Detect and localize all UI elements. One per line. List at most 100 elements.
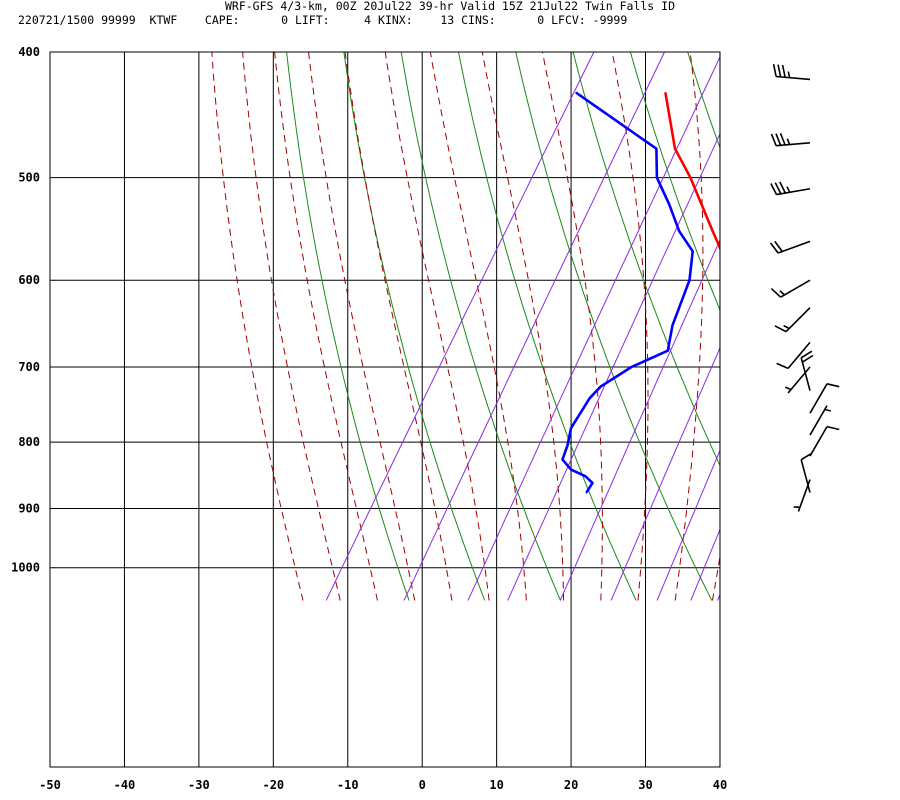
- wind-barb-half-flag: [824, 408, 831, 412]
- sounding-point: [802, 420, 804, 422]
- wind-barb-shaft: [797, 479, 811, 512]
- wind-barb-full-flag: [826, 425, 840, 431]
- wind-barb-full-flag: [770, 133, 777, 146]
- sounding-point: [783, 492, 785, 494]
- wind-barb: [784, 366, 811, 394]
- wind-barb-full-flag: [826, 383, 840, 388]
- mixing-ratio-line: [656, 449, 720, 601]
- mixing-ratio-line: [507, 132, 720, 601]
- wind-barb-full-flag: [800, 350, 813, 359]
- moist-adiabat: [274, 52, 378, 601]
- x-tick-label: 10: [489, 778, 503, 792]
- mixing-ratio-line: [776, 23, 900, 600]
- y-tick-label: 1000: [11, 561, 40, 575]
- wind-barb-full-flag: [777, 64, 782, 78]
- dry-adiabat: [515, 52, 713, 601]
- sounding-line: [561, 91, 695, 494]
- sounding-point: [733, 279, 735, 281]
- wind-barb-shaft: [787, 366, 811, 394]
- sounding-point: [790, 469, 792, 471]
- sounding-line: [664, 92, 720, 252]
- sounding-point: [584, 475, 587, 478]
- x-tick-label: 20: [564, 778, 578, 792]
- wind-barb: [809, 425, 840, 457]
- sounding-traces: [561, 91, 804, 494]
- x-tick-label: -30: [188, 778, 210, 792]
- sounding-point: [585, 491, 588, 494]
- wind-barb-full-flag: [776, 362, 789, 370]
- isotherm-grid: [50, 52, 720, 767]
- wind-barb-shaft: [780, 279, 811, 298]
- x-tick-label: 40: [713, 778, 727, 792]
- moist-adiabat: [541, 52, 603, 601]
- wind-barb-half-flag: [786, 186, 791, 193]
- x-tick-label: -50: [39, 778, 61, 792]
- wind-barb-half-flag: [779, 290, 786, 296]
- y-tick-label: 500: [18, 171, 40, 185]
- dry-adiabat: [629, 52, 720, 312]
- wind-barb-full-flag: [774, 240, 783, 252]
- sounding-point: [678, 230, 680, 232]
- wind-barb: [776, 341, 811, 370]
- x-tick-label: -10: [337, 778, 359, 792]
- wind-barb-shaft: [800, 357, 811, 391]
- wind-barb: [793, 479, 811, 512]
- wind-barb-shaft: [809, 426, 828, 457]
- sounding-point: [671, 324, 674, 327]
- wind-barb-shaft: [777, 240, 811, 254]
- wind-barb-full-flag: [779, 181, 787, 194]
- y-tick-label: 900: [18, 501, 40, 515]
- wind-barb-full-flag: [770, 288, 782, 298]
- x-tick-label: -20: [262, 778, 284, 792]
- dry-adiabat: [286, 52, 410, 601]
- wind-barb-shaft: [800, 459, 811, 493]
- wind-barb: [809, 405, 831, 436]
- sounding-point: [561, 458, 564, 461]
- wind-barb-shaft: [785, 307, 811, 333]
- sounding-point: [674, 147, 676, 150]
- moist-adiabat: [307, 52, 416, 601]
- sounding-point: [785, 482, 787, 484]
- wind-barb-full-flag: [779, 133, 786, 146]
- sounding-point: [599, 385, 602, 388]
- sounding-point: [570, 468, 572, 471]
- sounding-point: [566, 444, 569, 447]
- wind-barb-full-flag: [774, 182, 782, 195]
- wind-barb: [770, 181, 811, 196]
- wind-barb-full-flag: [801, 354, 814, 363]
- wind-barb: [809, 383, 840, 414]
- wind-barb-shaft: [776, 187, 811, 196]
- dry-adiabat: [792, 23, 900, 600]
- wind-barb-shaft: [776, 75, 811, 81]
- wind-barb: [772, 64, 811, 81]
- wind-barb-full-flag: [781, 64, 786, 78]
- moist-adiabat: [711, 554, 720, 601]
- mixing-ratio-line: [610, 346, 720, 601]
- moist-adiabat: [481, 52, 565, 601]
- wind-barb-full-flag: [770, 183, 778, 195]
- y-tick-label: 700: [18, 360, 40, 374]
- sounding-point: [656, 176, 658, 179]
- dry-adiabat: [457, 52, 637, 601]
- x-tick-label: 0: [419, 778, 426, 792]
- wind-barb-half-flag: [783, 324, 790, 330]
- moist-adiabat: [787, 23, 900, 600]
- sounding-point: [630, 366, 633, 368]
- wind-barb-shaft: [776, 141, 811, 147]
- dry-adiabat: [735, 23, 900, 600]
- mixing-ratio-line: [467, 55, 720, 601]
- x-tick-label: 30: [638, 778, 652, 792]
- dry-adiabat: [572, 52, 720, 467]
- wind-barb: [769, 240, 811, 254]
- mixing-ratio-line: [325, 52, 595, 601]
- sounding-point: [664, 91, 667, 94]
- x-tick-label: -40: [114, 778, 136, 792]
- wind-barb: [774, 307, 811, 333]
- dry-adiabat: [343, 52, 486, 601]
- sounding-point: [667, 349, 669, 352]
- wind-barb-half-flag: [787, 71, 791, 78]
- mixing-ratio-line: [690, 528, 720, 601]
- wind-barb: [770, 279, 811, 298]
- sounding-point: [575, 91, 577, 94]
